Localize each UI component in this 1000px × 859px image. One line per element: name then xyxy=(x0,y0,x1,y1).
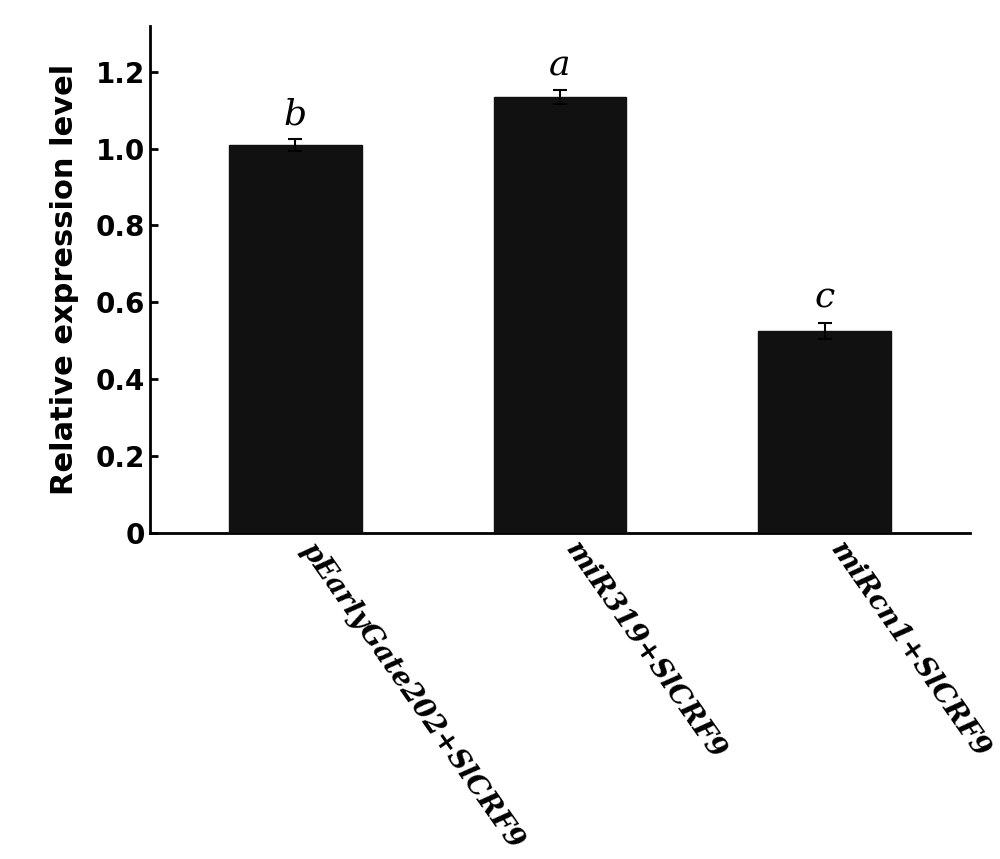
Text: a: a xyxy=(549,48,571,82)
Bar xyxy=(758,331,891,533)
Bar xyxy=(229,145,362,533)
Text: c: c xyxy=(814,281,835,315)
Bar xyxy=(494,97,626,533)
Text: b: b xyxy=(284,97,307,131)
Y-axis label: Relative expression level: Relative expression level xyxy=(50,64,79,495)
